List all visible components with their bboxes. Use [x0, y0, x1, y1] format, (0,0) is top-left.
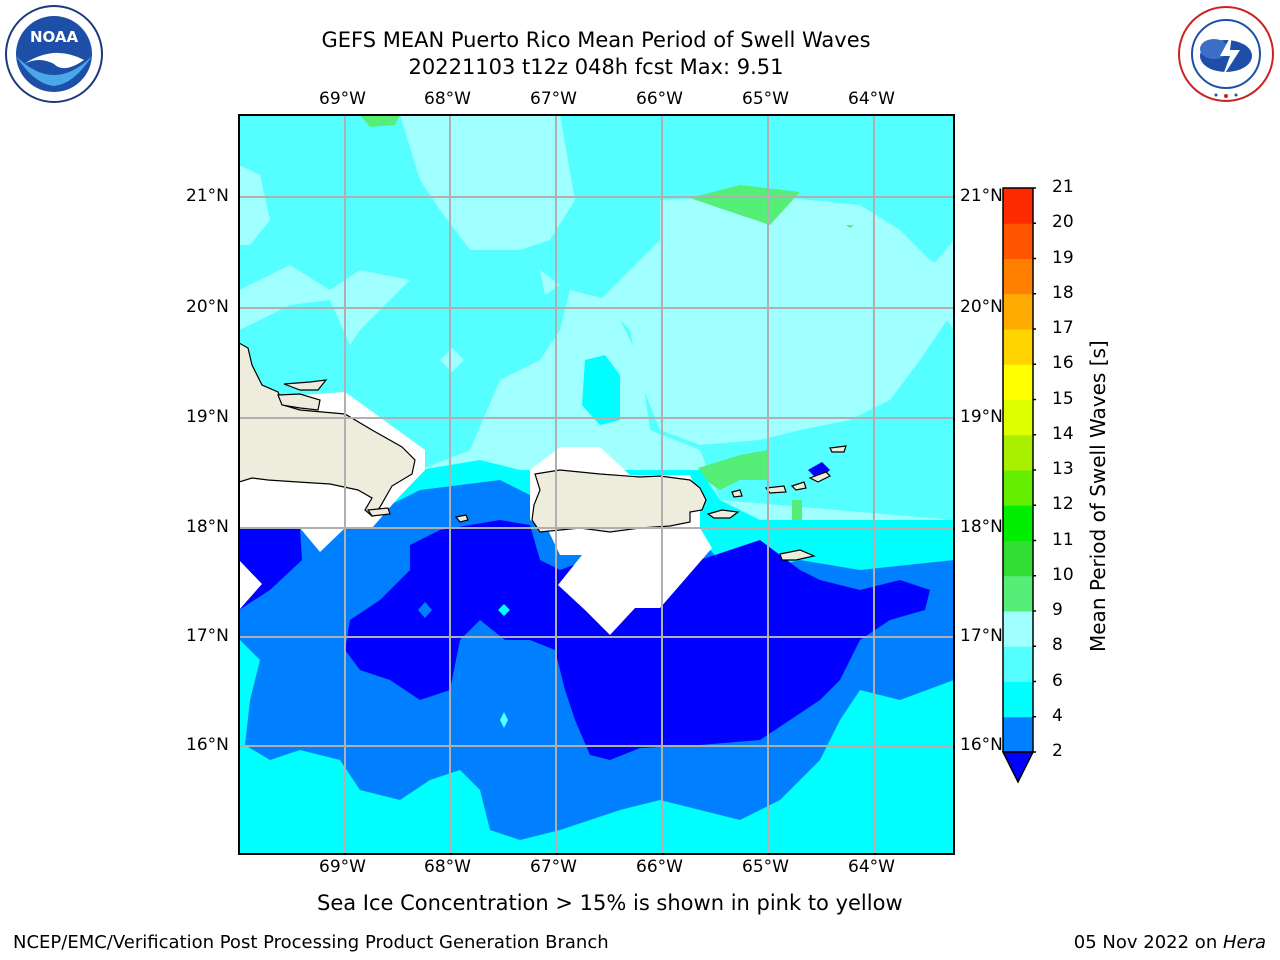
- colorbar-tick-label: 15: [1052, 388, 1074, 409]
- lat-label-right-20n: 20°N: [960, 297, 1003, 317]
- lon-label-bottom-64w: 64°W: [848, 857, 895, 877]
- beata-island: [366, 507, 391, 517]
- period-2-4-dot-1: [418, 602, 432, 618]
- lat-label-left-16n: 16°N: [186, 735, 229, 755]
- colorbar-tick-label: 21: [1052, 177, 1074, 197]
- colorbar-segment: [1003, 188, 1033, 224]
- lat-label-left-18n: 18°N: [186, 517, 229, 537]
- puerto-rico-landmass: [531, 469, 707, 533]
- colorbar-segment: [1003, 258, 1033, 295]
- lat-label-right-17n: 17°N: [960, 626, 1003, 646]
- colorbar-segment: [1003, 716, 1033, 753]
- period-4-6-patch: [582, 355, 620, 425]
- colorbar-segment: [1003, 505, 1033, 541]
- lat-label-left-17n: 17°N: [186, 626, 229, 646]
- colorbar-segment: [1003, 223, 1033, 259]
- lat-label-right-21n: 21°N: [960, 186, 1003, 206]
- lon-label-bottom-67w: 67°W: [530, 857, 577, 877]
- map-title: GEFS MEAN Puerto Rico Mean Period of Swe…: [321, 28, 871, 52]
- colorbar-segment: [1003, 575, 1033, 612]
- colorbar-title: Mean Period of Swell Waves [s]: [1086, 340, 1110, 652]
- lon-label-top-68w: 68°W: [424, 89, 471, 109]
- colorbar: [1000, 186, 1036, 786]
- footer-date: 05 Nov 2022 on Hera: [1074, 932, 1266, 953]
- colorbar-tick-label: 9: [1052, 600, 1063, 620]
- colorbar-tick-label: 4: [1052, 705, 1063, 726]
- colorbar-segment: [1003, 434, 1033, 471]
- footer-date-text: 05 Nov 2022 on: [1073, 932, 1223, 953]
- colorbar-segment: [1003, 293, 1033, 330]
- lon-label-top-67w: 67°W: [530, 89, 577, 109]
- lon-label-top-65w: 65°W: [742, 89, 789, 109]
- mona-island: [454, 514, 469, 523]
- colorbar-segment: [1003, 364, 1033, 400]
- colorbar-tick-label: 2: [1052, 741, 1063, 761]
- lon-label-top-66w: 66°W: [636, 89, 683, 109]
- colorbar-segment: [1003, 681, 1033, 718]
- lon-label-top-64w: 64°W: [848, 89, 895, 109]
- tortola-island: [808, 471, 832, 483]
- colorbar-tick-label: 16: [1052, 353, 1074, 374]
- st-john-island: [790, 481, 807, 491]
- colorbar-tick-label: 13: [1052, 459, 1074, 479]
- colorbar-tick-label: 17: [1052, 318, 1074, 338]
- colorbar-segment: [1003, 646, 1033, 682]
- period-8-9-pockets: [239, 115, 954, 445]
- lon-label-top-69w: 69°W: [319, 89, 366, 109]
- colorbar-segment: [1003, 470, 1033, 506]
- tortuga-island: [283, 379, 328, 391]
- colorbar-tick-labels: 2 4 6 8 9 10 11 12 13 14 15 16 17 18 19 20 21: [1052, 0, 1112, 960]
- lat-label-right-19n: 19°N: [960, 407, 1003, 427]
- footer-branch: NCEP/EMC/Verification Post Processing Pr…: [13, 932, 609, 953]
- hispaniola-landmass: [239, 342, 416, 517]
- hispaniola-peninsula: [277, 393, 321, 411]
- colorbar-tick-label: 19: [1052, 247, 1074, 268]
- colorbar-extend-triangle: [1001, 751, 1035, 784]
- colorbar-tick-label: 6: [1052, 670, 1063, 691]
- colorbar-segment: [1003, 611, 1033, 647]
- lon-label-bottom-66w: 66°W: [636, 857, 683, 877]
- lat-label-left-19n: 19°N: [186, 407, 229, 427]
- period-below-2-south: [345, 520, 930, 760]
- lon-label-bottom-65w: 65°W: [742, 857, 789, 877]
- noaa-logo: NOAA: [4, 4, 104, 104]
- period-4-6-dot: [498, 604, 510, 616]
- vieques-island: [706, 509, 740, 519]
- colorbar-tick-label: 8: [1052, 635, 1063, 656]
- sea-ice-note: Sea Ice Concentration > 15% is shown in …: [317, 891, 903, 915]
- lat-label-left-20n: 20°N: [186, 297, 229, 317]
- lat-label-right-18n: 18°N: [960, 517, 1003, 537]
- colorbar-segment: [1003, 399, 1033, 436]
- colorbar-tick-label: 10: [1052, 564, 1074, 585]
- graticule: [239, 115, 954, 854]
- culebra-island: [731, 489, 743, 498]
- colorbar-tick-label: 18: [1052, 282, 1074, 303]
- period-6-8-dot: [500, 712, 508, 728]
- footer-host: Hera: [1222, 932, 1266, 953]
- map-frame: [238, 114, 955, 855]
- lat-label-right-16n: 16°N: [960, 735, 1003, 755]
- map-subtitle: 20221103 t12z 048h fcst Max: 9.51: [408, 55, 784, 79]
- lon-label-bottom-68w: 68°W: [424, 857, 471, 877]
- colorbar-tick-label: 12: [1052, 494, 1074, 515]
- colorbar-tick-label: 11: [1052, 529, 1074, 550]
- colorbar-tick-label: 14: [1052, 423, 1074, 444]
- colorbar-segment: [1003, 540, 1033, 577]
- colorbar-segment: [1003, 329, 1033, 365]
- colorbar-tick-label: 20: [1052, 212, 1074, 233]
- lon-label-bottom-69w: 69°W: [319, 857, 366, 877]
- anegada-island: [829, 445, 847, 453]
- noaa-logo-text: NOAA: [30, 28, 79, 46]
- nws-logo: [1176, 4, 1276, 104]
- st-croix-island: [779, 549, 816, 561]
- lat-label-left-21n: 21°N: [186, 186, 229, 206]
- period-below-2-patch: [808, 462, 830, 480]
